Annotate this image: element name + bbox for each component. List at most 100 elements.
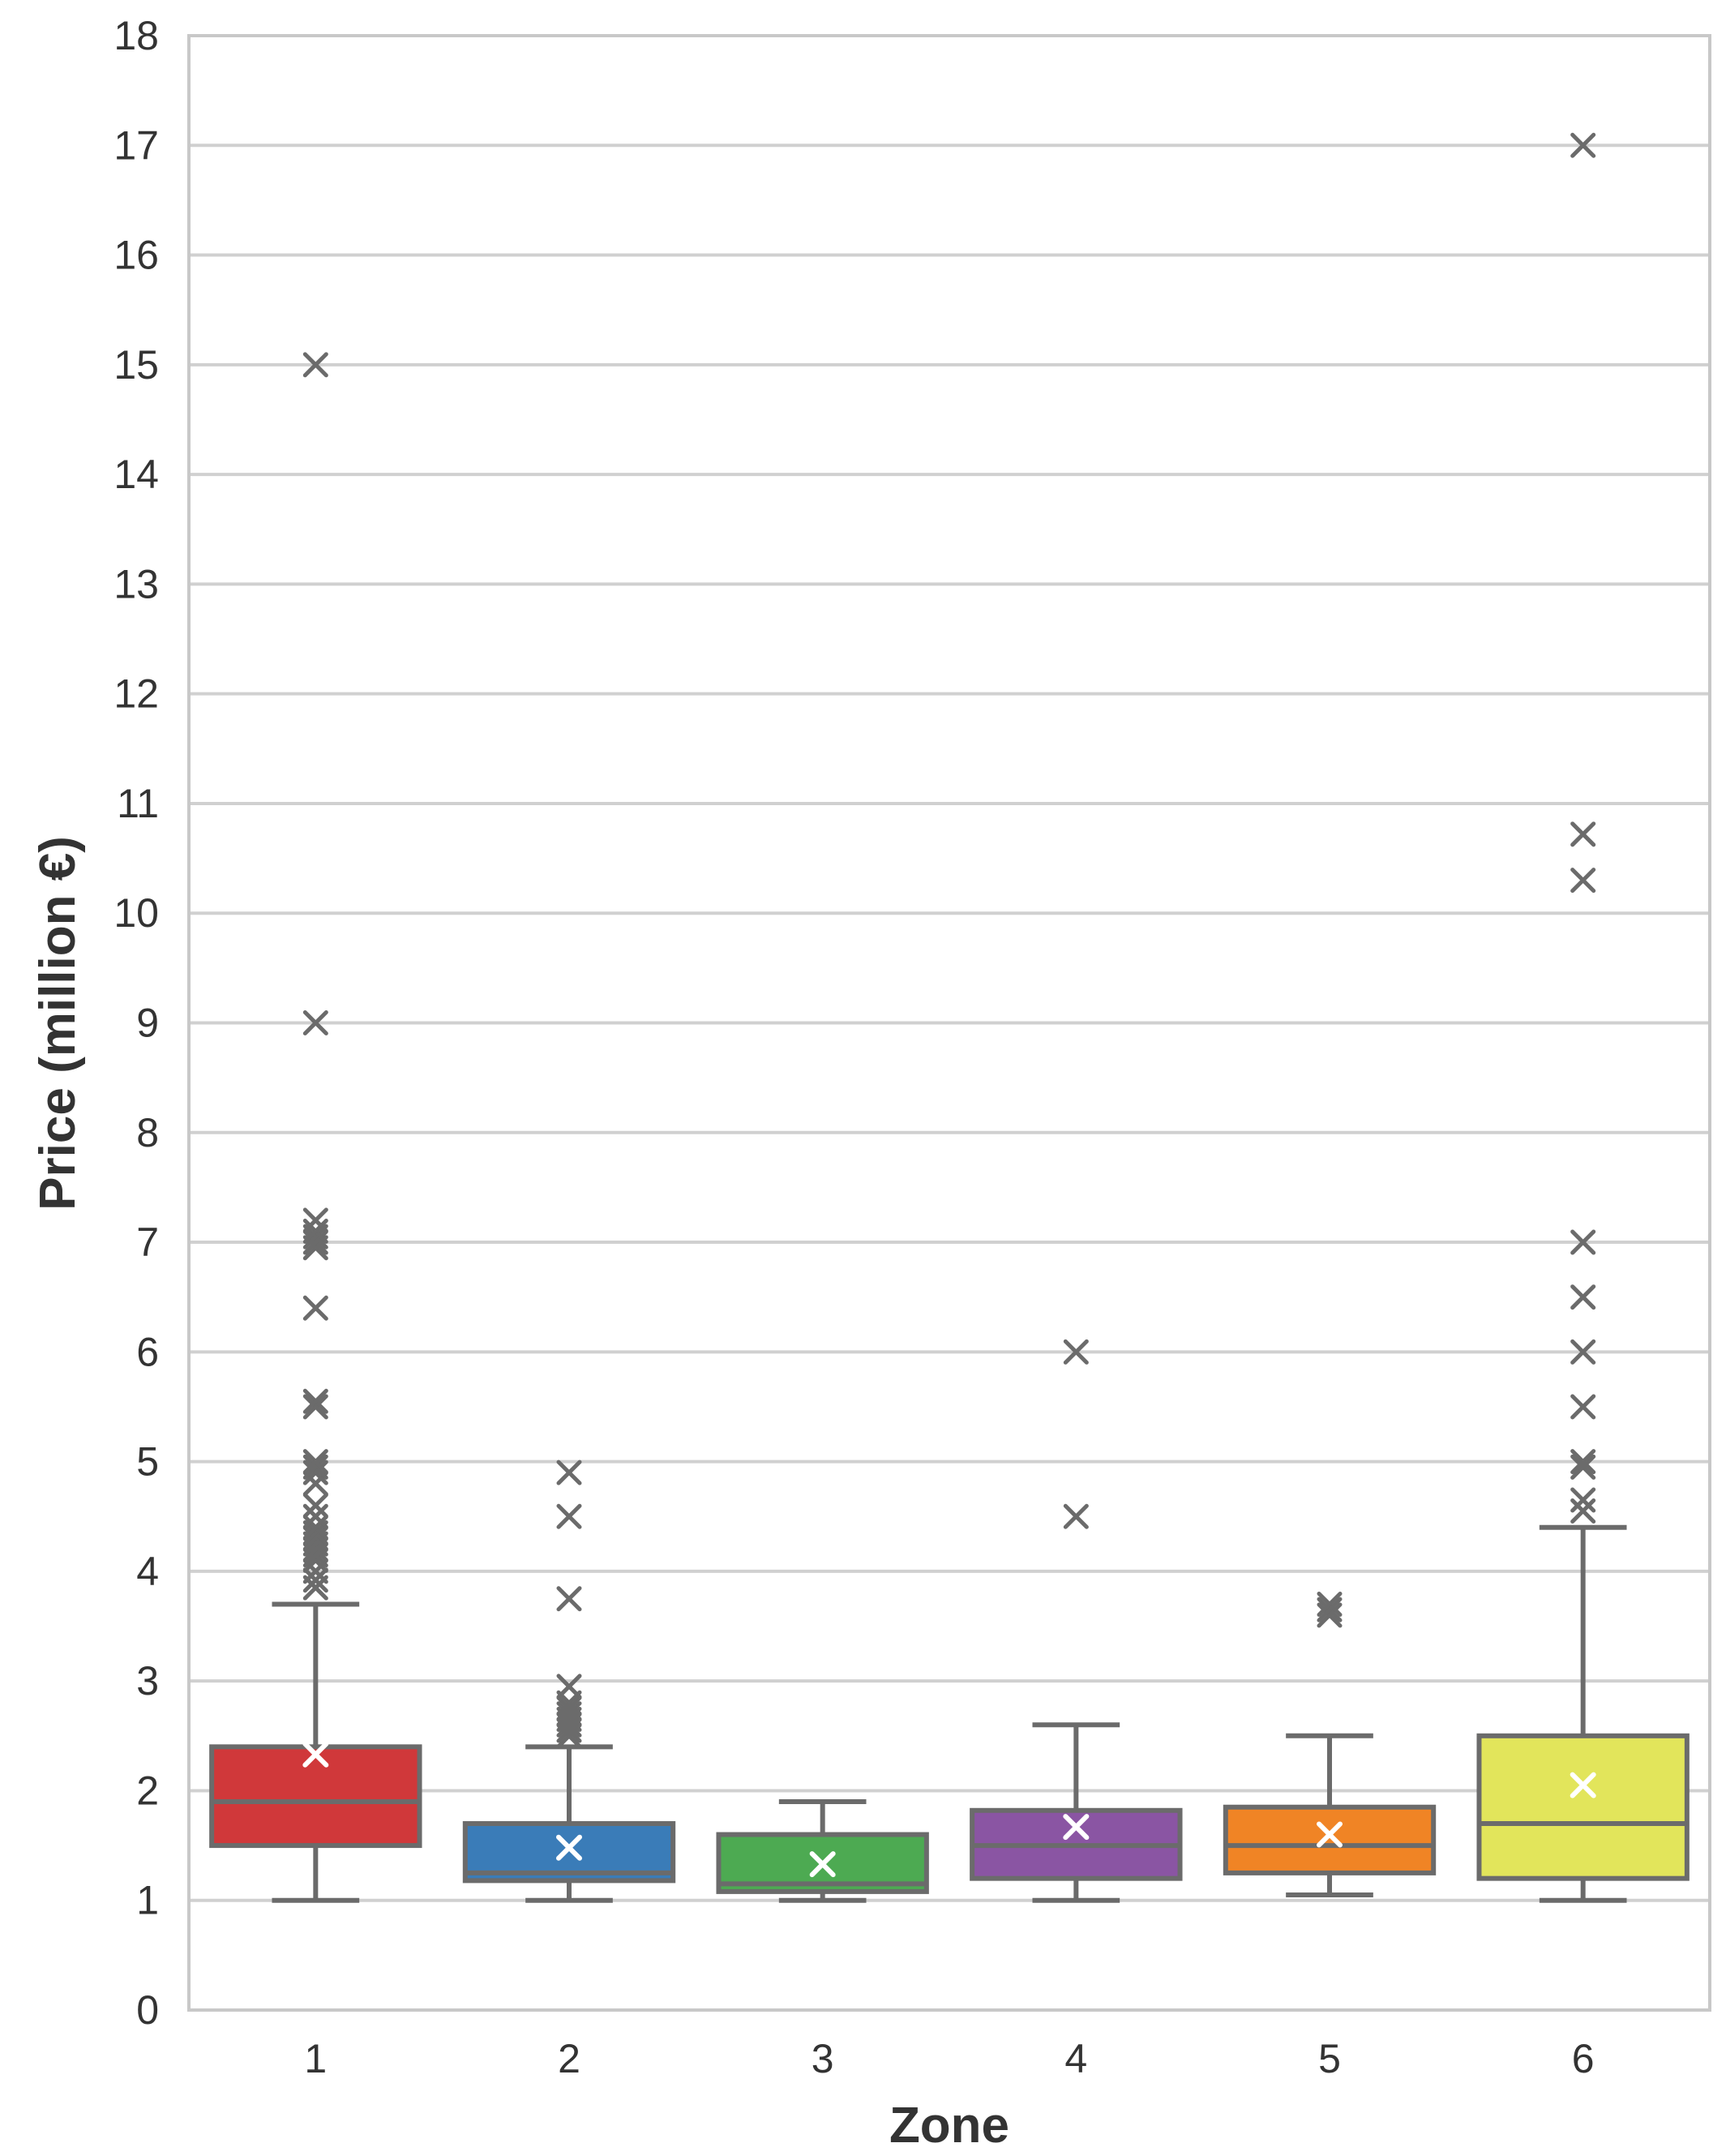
x-tick-label: 6 — [1572, 2036, 1595, 2081]
x-tick-labels: 1 2 3 4 5 6 — [304, 2036, 1594, 2081]
outlier-marker-stroke — [556, 1701, 582, 1727]
grid-lines — [189, 144, 1710, 1902]
mean-marker-stroke — [1063, 1814, 1090, 1841]
outlier-marker-stroke — [1063, 1339, 1089, 1365]
x-tick-label: 3 — [812, 2036, 834, 2081]
x-tick-label: 2 — [558, 2036, 580, 2081]
y-tick-label: 7 — [136, 1219, 159, 1265]
y-tick-label: 4 — [136, 1549, 159, 1594]
boxes — [209, 132, 1690, 1903]
outlier-marker-stroke — [302, 1388, 328, 1414]
box-zone-3 — [716, 1798, 929, 1903]
y-tick-label: 9 — [136, 1001, 159, 1046]
outlier-marker-stroke — [1570, 1449, 1596, 1475]
outlier-marker — [302, 1449, 328, 1475]
outlier-marker — [1570, 1454, 1596, 1480]
outlier-marker — [1317, 1602, 1343, 1628]
mean-marker-stroke — [556, 1834, 582, 1861]
y-tick-label: 6 — [136, 1329, 159, 1374]
outlier-marker — [556, 1586, 582, 1612]
outlier-marker-stroke — [302, 1459, 328, 1485]
outlier-marker-stroke — [302, 1515, 328, 1541]
outlier-marker-stroke — [1570, 1487, 1596, 1513]
outlier-marker-stroke — [302, 352, 328, 378]
y-tick-label: 0 — [136, 1987, 159, 2033]
outlier-marker-stroke — [1570, 821, 1596, 847]
outlier-marker — [302, 1525, 328, 1551]
mean-marker-stroke — [302, 1741, 329, 1768]
outlier-marker — [1570, 132, 1596, 158]
x-tick-label: 4 — [1064, 2036, 1087, 2081]
outlier-marker — [1570, 1394, 1596, 1420]
mean-marker — [556, 1834, 582, 1861]
outlier-marker-stroke — [302, 1454, 328, 1480]
outlier-marker-stroke — [1570, 868, 1596, 894]
y-tick-label: 5 — [136, 1439, 159, 1485]
outlier-marker-stroke — [1570, 1339, 1596, 1365]
outlier-marker — [1317, 1591, 1343, 1617]
x-axis-title: Zone — [889, 2098, 1009, 2154]
outlier-marker-stroke — [1063, 1503, 1089, 1529]
outlier-marker-stroke — [1570, 1394, 1596, 1420]
outlier-marker — [302, 1219, 328, 1245]
outlier-marker-stroke — [1317, 1591, 1343, 1617]
iqr-box — [1223, 1804, 1437, 1875]
outlier-marker — [302, 1388, 328, 1414]
y-tick-label: 3 — [136, 1658, 159, 1704]
outlier-marker-stroke — [302, 1010, 328, 1035]
mean-marker — [302, 1741, 329, 1768]
outlier-marker-stroke — [1570, 1454, 1596, 1480]
y-tick-label: 10 — [113, 890, 159, 936]
outlier-marker-stroke — [556, 1674, 582, 1700]
outlier-marker-stroke — [556, 1503, 582, 1529]
outlier-marker — [1570, 1487, 1596, 1513]
box-zone-2 — [462, 1459, 676, 1903]
outlier-marker — [556, 1674, 582, 1700]
outlier-marker — [1063, 1503, 1089, 1529]
outlier-marker — [556, 1701, 582, 1727]
outlier-marker-stroke — [302, 1394, 328, 1420]
outlier-marker-stroke — [302, 1567, 328, 1593]
iqr-box — [1476, 1733, 1690, 1881]
y-tick-label: 12 — [113, 671, 159, 717]
box-zone-1 — [209, 352, 422, 1903]
outlier-marker-stroke — [1317, 1597, 1343, 1622]
y-tick-label: 15 — [113, 342, 159, 388]
y-tick-label: 17 — [113, 122, 159, 168]
outlier-marker-stroke — [556, 1695, 582, 1721]
outlier-marker — [302, 1295, 328, 1321]
outlier-marker — [302, 1229, 328, 1255]
outlier-marker — [1570, 1229, 1596, 1255]
y-tick-label: 1 — [136, 1878, 159, 1923]
outlier-marker-stroke — [302, 1219, 328, 1245]
iqr-box — [209, 1744, 422, 1849]
outlier-marker-stroke — [556, 1586, 582, 1612]
outlier-marker-stroke — [302, 1295, 328, 1321]
outlier-marker-stroke — [1570, 1284, 1596, 1310]
outlier-marker — [1317, 1597, 1343, 1622]
outlier-marker-stroke — [302, 1207, 328, 1233]
mean-marker — [1063, 1814, 1090, 1841]
mean-marker — [1317, 1821, 1343, 1848]
outlier-marker-stroke — [302, 1449, 328, 1475]
outlier-marker-stroke — [302, 1503, 328, 1529]
outlier-marker-stroke — [1570, 132, 1596, 158]
outlier-marker — [302, 1567, 328, 1593]
outlier-marker — [302, 1459, 328, 1485]
mean-marker-stroke — [809, 1851, 836, 1878]
y-tick-label: 2 — [136, 1768, 159, 1813]
y-tick-label: 8 — [136, 1110, 159, 1155]
outlier-marker — [1570, 1498, 1596, 1524]
outlier-marker-stroke — [302, 1525, 328, 1551]
y-axis-title: Price (million €) — [30, 836, 86, 1211]
y-tick-label: 16 — [113, 233, 159, 278]
outlier-marker — [1570, 821, 1596, 847]
outlier-marker-stroke — [302, 1493, 328, 1519]
x-tick-label: 1 — [304, 2036, 327, 2081]
outlier-marker — [302, 1503, 328, 1529]
box-zone-4 — [970, 1339, 1183, 1903]
outlier-marker — [1570, 1339, 1596, 1365]
outlier-marker — [302, 1207, 328, 1233]
outlier-marker — [302, 1394, 328, 1420]
